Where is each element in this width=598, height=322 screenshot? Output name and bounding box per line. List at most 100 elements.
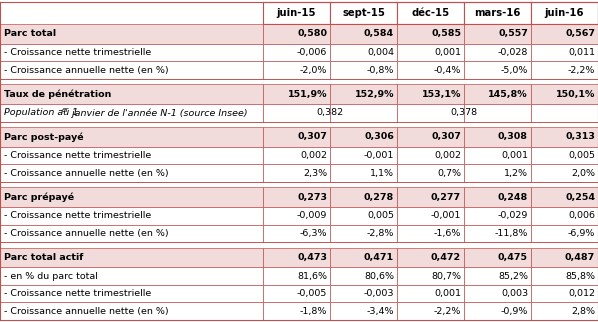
Text: 0,001: 0,001 <box>434 48 461 57</box>
Bar <box>263 104 330 122</box>
Text: 2,3%: 2,3% <box>303 169 327 178</box>
Text: 0,278: 0,278 <box>364 193 394 202</box>
Text: 0,003: 0,003 <box>501 289 528 298</box>
Text: -2,0%: -2,0% <box>300 66 327 75</box>
Text: 0,306: 0,306 <box>364 132 394 141</box>
Bar <box>531 267 598 285</box>
Bar <box>0 84 263 104</box>
Text: -11,8%: -11,8% <box>495 229 528 238</box>
Text: 85,8%: 85,8% <box>565 272 595 281</box>
Text: 0,475: 0,475 <box>498 253 528 262</box>
Text: 0,487: 0,487 <box>565 253 595 262</box>
Bar <box>531 285 598 302</box>
Text: 0,248: 0,248 <box>498 193 528 202</box>
Bar <box>464 207 531 225</box>
Bar <box>330 147 397 164</box>
Bar <box>464 164 531 182</box>
Text: 1,2%: 1,2% <box>504 169 528 178</box>
Bar <box>0 61 263 79</box>
Text: janvier de l'année N-1 (source Insee): janvier de l'année N-1 (source Insee) <box>69 108 248 118</box>
Text: 0,378: 0,378 <box>450 108 478 117</box>
Bar <box>397 248 464 267</box>
Text: 80,7%: 80,7% <box>431 272 461 281</box>
Bar <box>0 248 263 267</box>
Bar <box>0 104 263 122</box>
Bar <box>464 302 531 320</box>
Text: 150,1%: 150,1% <box>556 90 595 99</box>
Bar <box>263 147 330 164</box>
Bar <box>464 147 531 164</box>
Bar <box>531 84 598 104</box>
Bar <box>397 207 464 225</box>
Text: 0,307: 0,307 <box>431 132 461 141</box>
Bar <box>0 127 263 147</box>
Text: -5,0%: -5,0% <box>501 66 528 75</box>
Bar <box>330 207 397 225</box>
Bar <box>263 164 330 182</box>
Text: 152,9%: 152,9% <box>355 90 394 99</box>
Bar <box>263 127 330 147</box>
Text: 0,005: 0,005 <box>367 211 394 220</box>
Bar <box>263 2 330 24</box>
Text: déc-15: déc-15 <box>411 8 450 18</box>
Text: 0,012: 0,012 <box>568 289 595 298</box>
Bar <box>263 44 330 61</box>
Bar <box>263 248 330 267</box>
Bar <box>397 104 464 122</box>
Bar <box>464 2 531 24</box>
Bar <box>397 61 464 79</box>
Bar <box>330 225 397 242</box>
Text: 2,8%: 2,8% <box>571 307 595 316</box>
Bar <box>263 225 330 242</box>
Bar <box>263 24 330 44</box>
Bar <box>0 24 263 44</box>
Bar <box>263 187 330 207</box>
Text: -6,9%: -6,9% <box>568 229 595 238</box>
Bar <box>263 285 330 302</box>
Text: Parc total: Parc total <box>4 29 56 38</box>
Bar <box>531 147 598 164</box>
Bar <box>464 24 531 44</box>
Text: juin-16: juin-16 <box>545 8 584 18</box>
Text: 0,001: 0,001 <box>501 151 528 160</box>
Bar <box>0 267 263 285</box>
Bar <box>330 248 397 267</box>
Bar <box>330 187 397 207</box>
Text: 0,313: 0,313 <box>565 132 595 141</box>
Bar <box>0 225 263 242</box>
Text: -0,003: -0,003 <box>364 289 394 298</box>
Text: 0,308: 0,308 <box>498 132 528 141</box>
Text: - Croissance nette trimestrielle: - Croissance nette trimestrielle <box>4 289 151 298</box>
Text: - Croissance annuelle nette (en %): - Croissance annuelle nette (en %) <box>4 307 169 316</box>
Text: 0,473: 0,473 <box>297 253 327 262</box>
Text: -0,009: -0,009 <box>297 211 327 220</box>
Bar <box>464 225 531 242</box>
Text: 2,0%: 2,0% <box>571 169 595 178</box>
Bar <box>464 44 531 61</box>
Bar <box>464 267 531 285</box>
Bar <box>0 147 263 164</box>
Text: -1,6%: -1,6% <box>434 229 461 238</box>
Bar <box>397 24 464 44</box>
Text: Population au 1: Population au 1 <box>4 108 78 117</box>
Bar <box>0 187 263 207</box>
Bar <box>330 164 397 182</box>
Bar <box>464 285 531 302</box>
Text: Taux de pénétration: Taux de pénétration <box>4 90 111 99</box>
Text: 0,580: 0,580 <box>297 29 327 38</box>
Text: Parc prépayé: Parc prépayé <box>4 193 74 202</box>
Text: 0,585: 0,585 <box>431 29 461 38</box>
Text: - Croissance nette trimestrielle: - Croissance nette trimestrielle <box>4 48 151 57</box>
Bar <box>263 84 330 104</box>
Bar <box>397 44 464 61</box>
Text: -0,4%: -0,4% <box>434 66 461 75</box>
Text: 0,002: 0,002 <box>300 151 327 160</box>
Bar <box>263 267 330 285</box>
Text: -3,4%: -3,4% <box>367 307 394 316</box>
Bar <box>531 127 598 147</box>
Text: -1,8%: -1,8% <box>300 307 327 316</box>
Bar <box>263 302 330 320</box>
Text: 0,567: 0,567 <box>565 29 595 38</box>
Text: -2,8%: -2,8% <box>367 229 394 238</box>
Bar <box>397 147 464 164</box>
